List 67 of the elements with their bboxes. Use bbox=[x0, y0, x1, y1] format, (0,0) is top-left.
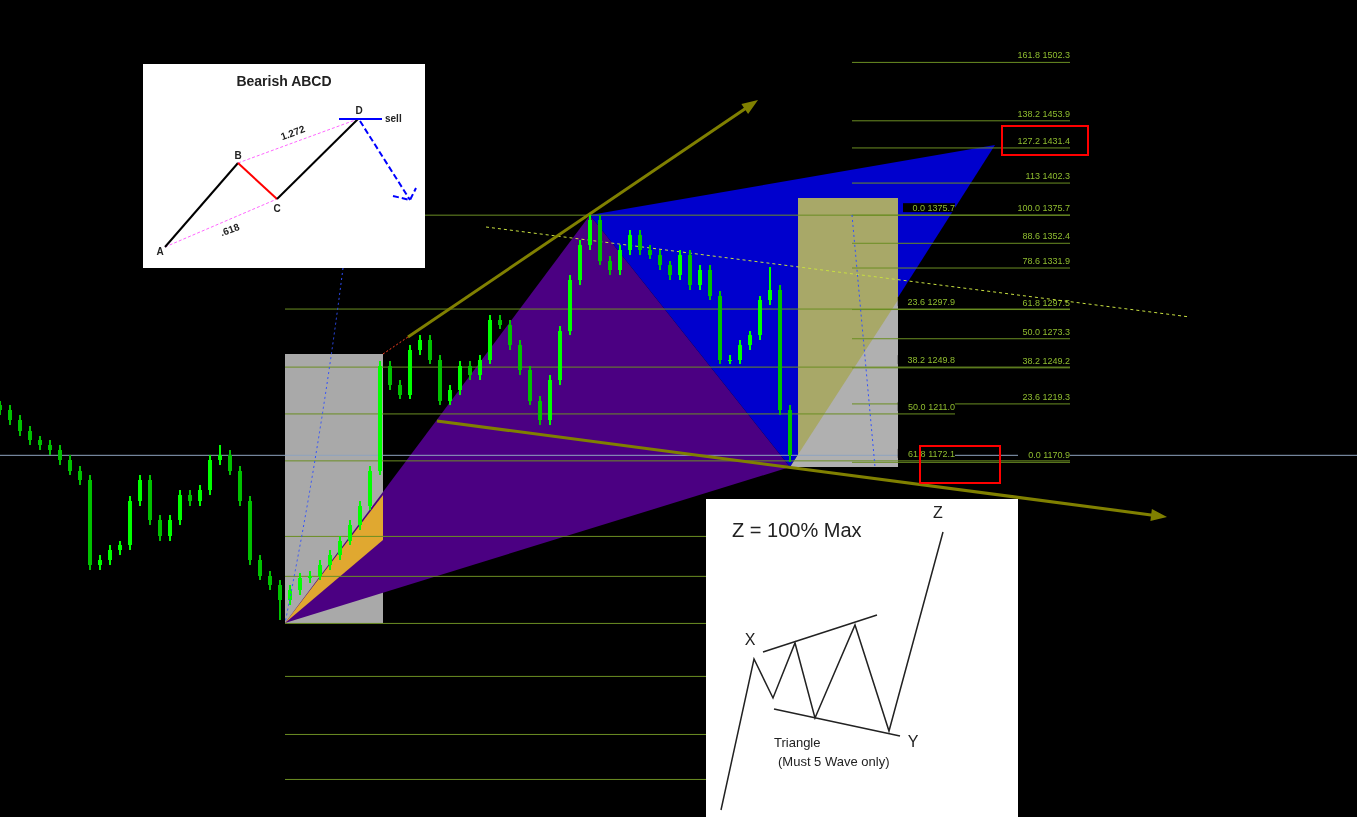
candlestick bbox=[418, 334, 422, 356]
annotation: (Must 5 Wave only) bbox=[778, 754, 890, 769]
candlestick bbox=[318, 558, 322, 582]
candlestick bbox=[608, 254, 612, 277]
ref-line-label: 113 1402.3 bbox=[1025, 171, 1070, 182]
candlestick bbox=[428, 334, 432, 366]
ref-line-label: 50.0 1273.3 bbox=[1022, 326, 1070, 337]
candlestick bbox=[738, 339, 742, 366]
candlestick bbox=[28, 425, 32, 447]
candlestick bbox=[388, 359, 392, 391]
candlestick bbox=[288, 584, 292, 606]
ref-line-label: 50.0 1211.0 bbox=[908, 401, 955, 412]
candlestick bbox=[448, 383, 452, 407]
annotation: A bbox=[156, 246, 164, 257]
annotation: .618 bbox=[218, 221, 242, 239]
candlestick bbox=[228, 449, 232, 477]
annotation: D bbox=[355, 105, 363, 116]
annotation: Z = 100% Max bbox=[732, 519, 862, 541]
annotation: Triangle bbox=[774, 735, 821, 750]
candlestick bbox=[338, 534, 342, 561]
candlestick bbox=[358, 499, 362, 531]
annotation: X bbox=[744, 631, 756, 648]
annotation: 1.272 bbox=[279, 123, 307, 143]
ref-line-label: 23.6 1219.3 bbox=[1022, 391, 1070, 402]
ref-line-label: 38.2 1249.8 bbox=[907, 355, 955, 366]
ref-line-label: 88.6 1352.4 bbox=[1022, 231, 1070, 242]
candlestick bbox=[398, 379, 402, 401]
candlestick bbox=[748, 329, 752, 351]
candlestick bbox=[278, 579, 282, 622]
candlestick bbox=[298, 572, 302, 596]
candlestick bbox=[508, 318, 512, 351]
candlestick bbox=[478, 353, 482, 382]
candlestick bbox=[218, 444, 222, 466]
ref-line-label: 38.2 1249.2 bbox=[1022, 355, 1070, 366]
candlestick bbox=[18, 414, 22, 437]
ref-line-label: 138.2 1453.9 bbox=[1017, 108, 1070, 119]
candlestick bbox=[78, 464, 82, 487]
candlestick bbox=[198, 484, 202, 507]
ref-line-label: 100.0 1375.7 bbox=[1017, 203, 1070, 214]
candlestick bbox=[8, 404, 12, 426]
candlestick bbox=[58, 444, 62, 466]
candlestick bbox=[348, 519, 352, 547]
annotation: B bbox=[234, 150, 242, 161]
candlestick bbox=[328, 549, 332, 571]
ref-line-label: 127.2 1431.4 bbox=[1017, 135, 1070, 146]
candlestick bbox=[658, 248, 662, 272]
candlestick bbox=[538, 394, 542, 426]
candlestick bbox=[138, 474, 142, 507]
candlestick bbox=[268, 569, 272, 592]
candlestick bbox=[468, 359, 472, 382]
ref-line-label: 0.0 1375.7 bbox=[912, 203, 955, 214]
ref-line-label: 23.6 1297.9 bbox=[907, 297, 955, 308]
ref-line-label: 0.0 1170.9 bbox=[1028, 450, 1070, 461]
candlestick bbox=[258, 554, 262, 582]
candlestick bbox=[668, 259, 672, 281]
annotation: Bearish ABCD bbox=[236, 73, 332, 89]
text: Y bbox=[907, 733, 919, 750]
ref-line-label: 161.8 1502.3 bbox=[1017, 50, 1070, 61]
annotation: C bbox=[273, 203, 281, 214]
candlestick bbox=[108, 544, 112, 566]
candlestick bbox=[158, 514, 162, 542]
ref-line-label: 78.6 1331.9 bbox=[1022, 256, 1070, 267]
ref-line-label: 61.8 1297.5 bbox=[1022, 297, 1070, 308]
candlestick bbox=[168, 514, 172, 542]
text: Z bbox=[933, 504, 944, 521]
candlestick bbox=[698, 264, 702, 291]
candlestick bbox=[68, 453, 72, 477]
